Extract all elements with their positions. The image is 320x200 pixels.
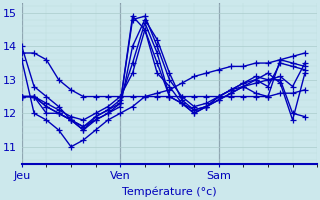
X-axis label: Température (°c): Température (°c) [122,187,217,197]
